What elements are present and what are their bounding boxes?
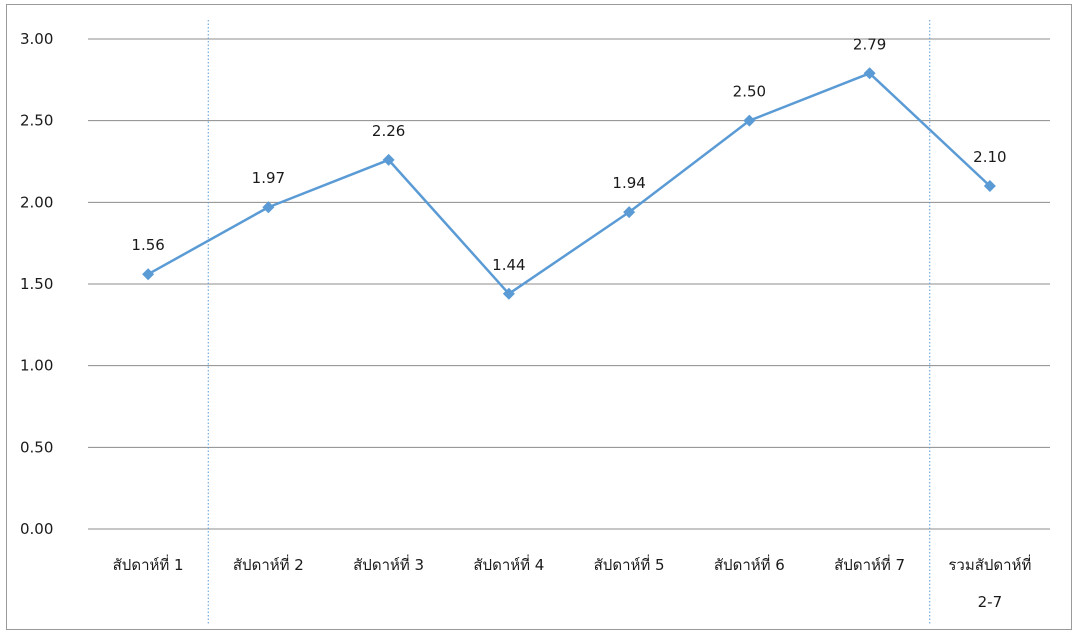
y-tick-label: 2.00 [20,193,53,211]
data-point-marker [743,114,756,127]
data-point-marker [262,201,275,214]
data-point-marker [863,67,876,80]
y-tick-label: 0.50 [20,438,53,456]
series-line [147,72,991,296]
x-tick-label: สัปดาห์ที่ 4 [473,554,544,574]
data-label: 2.50 [733,83,766,101]
data-label: 1.56 [131,236,164,254]
data-label: 1.94 [612,174,645,192]
y-tick-label: 0.00 [20,520,53,538]
y-tick-label: 1.00 [20,357,53,375]
x-tick-label: สัปดาห์ที่ 5 [594,554,665,574]
y-tick-label: 3.00 [20,30,53,48]
data-label: 2.79 [853,35,886,53]
x-tick-label: สัปดาห์ที่ 2 [233,554,304,574]
x-tick-label: 2-7 [978,593,1003,611]
data-label: 1.97 [252,169,285,187]
data-point-marker [623,206,636,219]
y-tick-label: 1.50 [20,275,53,293]
x-tick-label: สัปดาห์ที่ 1 [113,554,184,574]
x-tick-label: สัปดาห์ที่ 6 [714,554,785,574]
data-point-marker [502,287,515,300]
y-tick-label: 2.50 [20,112,53,130]
chart-frame [6,4,1072,630]
data-label: 2.26 [372,122,405,140]
data-point-marker [983,180,996,192]
x-tick-label: สัปดาห์ที่ 7 [834,554,905,574]
x-tick-label: รวมสัปดาห์ที่ [948,554,1031,574]
x-tick-label: สัปดาห์ที่ 3 [353,554,424,574]
data-label: 1.44 [492,256,525,274]
data-point-marker [142,268,155,281]
data-label: 2.10 [973,148,1006,166]
data-point-marker [382,153,395,166]
